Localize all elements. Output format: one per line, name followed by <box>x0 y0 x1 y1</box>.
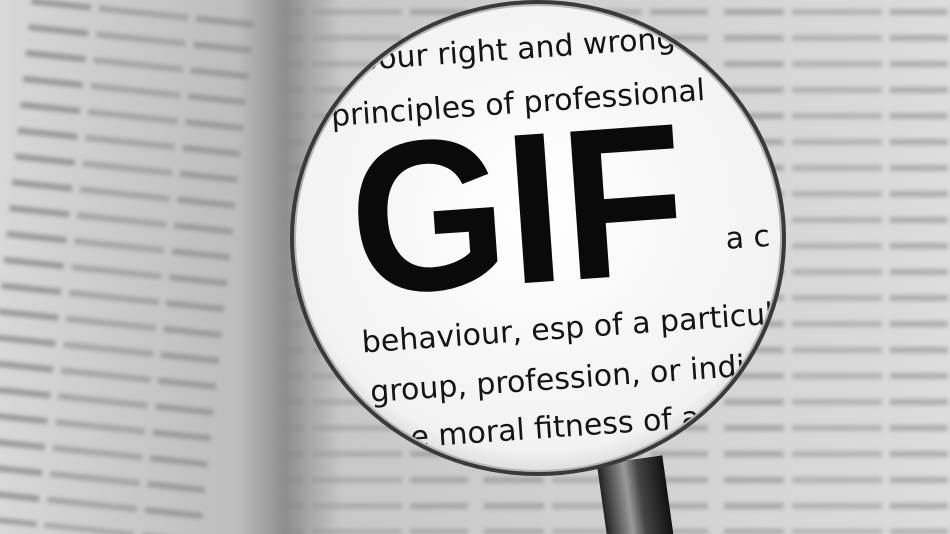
headword: GIF <box>342 77 693 341</box>
handle <box>596 455 674 534</box>
lens: bour right and wrong principles of profe… <box>296 6 780 470</box>
lens-aside: a c <box>724 219 771 257</box>
